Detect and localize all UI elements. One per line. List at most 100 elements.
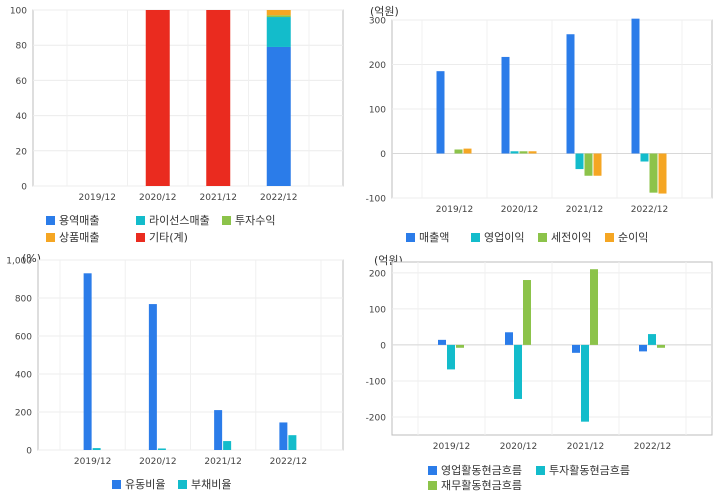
legend-item: 세전이익 [538, 229, 591, 245]
legend-swatch [538, 232, 547, 242]
x-tick-label: 2021/12 [200, 193, 237, 203]
y-tick-label: 200 [369, 61, 386, 71]
legend-item: 유동비율 [112, 476, 165, 492]
bar [572, 344, 580, 353]
bar [266, 15, 291, 18]
legend-item: 영업활동현금흐름 [428, 462, 522, 478]
legend-item: 라이선스매출 [136, 212, 210, 228]
y-tick-label: 0 [21, 183, 27, 193]
bar [447, 344, 455, 370]
legend-swatch [428, 480, 437, 490]
x-tick-label: 2022/12 [260, 193, 297, 203]
bar [92, 448, 101, 450]
bar [575, 153, 584, 170]
legend-item: 투자수익 [222, 212, 275, 228]
y-tick-label: 0 [380, 341, 386, 351]
y-tick-label: -100 [366, 377, 387, 387]
bar [266, 46, 291, 187]
y-tick-label: 800 [15, 295, 32, 305]
legend-label: 라이선스매출 [149, 214, 210, 227]
legend-label: 기타(계) [149, 231, 188, 244]
x-tick-label: 2022/12 [634, 442, 671, 452]
unit-label: (억원) [370, 5, 399, 18]
y-tick-label: 80 [16, 42, 28, 52]
legend-swatch [136, 215, 145, 225]
legend-item: 재무활동현금흐름 [428, 477, 522, 493]
legend-label: 영업이익 [484, 231, 525, 244]
bar [438, 339, 446, 345]
y-tick-label: 100 [10, 7, 27, 17]
chart-cashflow: (억원) -200 -100 0 100 200 2019/12 2020/12 2021/1… [360, 248, 720, 496]
legend-label: 순이익 [618, 231, 649, 244]
bar [288, 435, 297, 450]
legend-item: 순이익 [605, 229, 648, 245]
x-tick-label: 2019/12 [79, 193, 116, 203]
bar [266, 17, 291, 47]
bar [436, 71, 445, 154]
bar [581, 344, 589, 422]
bar [640, 153, 649, 162]
y-tick-label: -200 [366, 413, 387, 423]
y-tick-label: 0 [380, 150, 386, 160]
legend-swatch [471, 232, 480, 242]
bar [456, 344, 464, 348]
bar [631, 18, 640, 154]
chart-sales-mix: 0 20 40 60 80 100 2019/12 2020/12 2021/12 2022/12… [0, 0, 360, 248]
legend-item: 투자활동현금흐름 [536, 462, 630, 478]
legend-label: 유동비율 [125, 478, 166, 491]
bar [593, 153, 602, 176]
legend-item: 용역매출 [46, 212, 99, 228]
x-tick-label: 2021/12 [204, 457, 241, 467]
x-tick-label: 2022/12 [631, 205, 668, 215]
bar [223, 441, 232, 450]
bar [519, 151, 528, 154]
legend-income: 매출액 영업이익 세전이익 순이익 [360, 0, 720, 248]
y-tick-label: 300 [369, 17, 386, 27]
x-tick-label: 2021/12 [567, 442, 604, 452]
bar [214, 410, 223, 450]
legend-swatch [46, 215, 55, 225]
legend-swatch [406, 232, 415, 242]
bar [649, 153, 658, 193]
bar [510, 151, 519, 154]
bar [584, 153, 593, 176]
bar [566, 34, 575, 154]
legend-label: 상품매출 [59, 231, 100, 244]
bar [590, 269, 598, 345]
legend-item: 상품매출 [46, 229, 99, 245]
chart-income-plot: -100 0 100 200 300 2019/12 2020/12 2021/12 2022/… [366, 17, 713, 215]
chart-sales-mix-plot: 0 20 40 60 80 100 2019/12 2020/12 2021/12 2022/12 [10, 7, 344, 203]
y-tick-label: 0 [26, 447, 32, 457]
x-tick-label: 2020/12 [139, 193, 176, 203]
y-tick-label: -100 [366, 195, 387, 205]
legend-swatch [428, 465, 437, 475]
y-tick-label: 100 [369, 305, 386, 315]
legend-label: 세전이익 [551, 231, 592, 244]
legend-label: 투자활동현금흐름 [549, 464, 630, 477]
x-tick-label: 2020/12 [500, 442, 537, 452]
legend-label: 매출액 [419, 231, 450, 244]
bar [501, 56, 510, 154]
chart-income: (억원) -100 0 100 200 300 2019/12 2020/12 2021/12… [360, 0, 720, 248]
legend-cashflow: 영업활동현금흐름 투자활동현금흐름 재무활동현금흐름 [360, 248, 720, 496]
bar [514, 344, 522, 399]
legend-item: 매출액 [406, 229, 449, 245]
bar [279, 422, 288, 450]
chart-ratios-plot: 0 200 400 600 800 1,000 2019/12 2020/12 2021/12 2… [6, 257, 344, 467]
bar [83, 273, 92, 450]
y-tick-label: 20 [16, 147, 28, 157]
y-tick-label: 200 [369, 269, 386, 279]
x-tick-label: 2019/12 [436, 205, 473, 215]
y-tick-label: 400 [15, 371, 32, 381]
legend-swatch [178, 479, 187, 489]
bar [523, 280, 531, 345]
legend-sales-mix: 용역매출 라이선스매출 투자수익 상품매출 기타(계) [0, 0, 360, 248]
legend-label: 부채비율 [191, 478, 232, 491]
x-tick-label: 2022/12 [270, 457, 307, 467]
chart-cashflow-plot: -200 -100 0 100 200 2019/12 2020/12 2021/12 2022… [366, 261, 713, 452]
bar [148, 304, 157, 450]
legend-item: 기타(계) [136, 229, 188, 245]
legend-swatch [136, 232, 145, 242]
unit-label: (%) [22, 252, 42, 265]
bar [648, 334, 656, 345]
